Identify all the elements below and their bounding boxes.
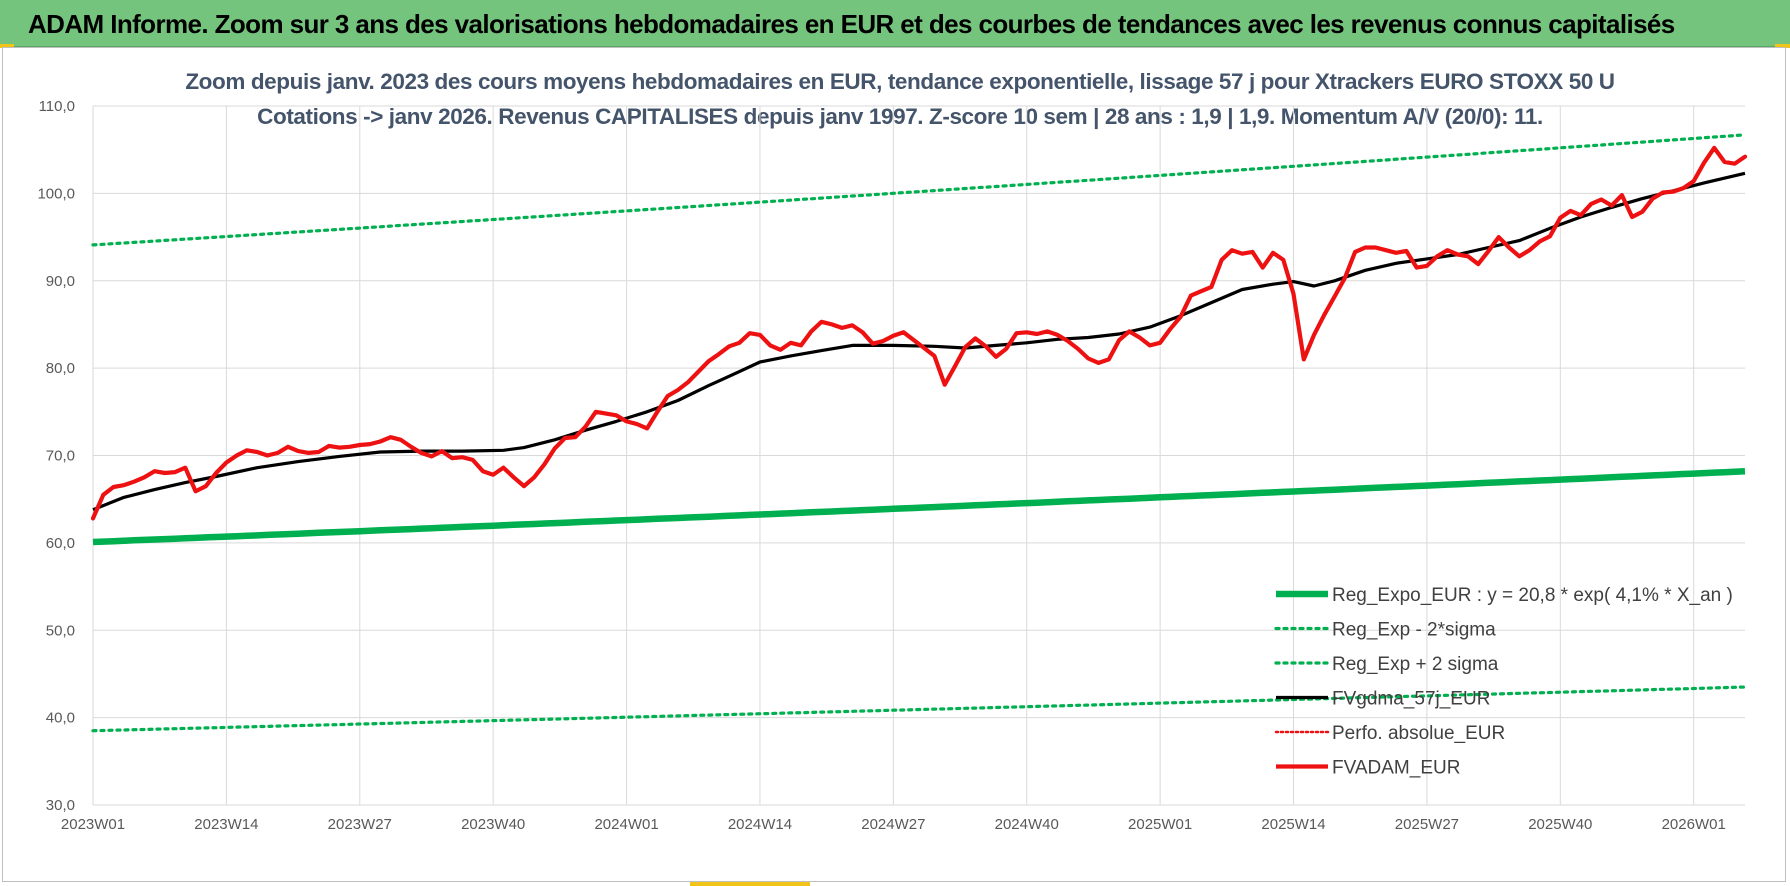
gridlines [92,105,1745,806]
y-tick-label: 80,0 [46,360,75,377]
x-tick-label: 2024W01 [594,816,658,833]
y-tick-label: 90,0 [46,273,75,290]
x-axis-ticks: 2023W01 2023W14 2023W27 2023W40 2024W01 2024W… [61,816,1726,833]
legend-label: Reg_Expo_EUR : y = 20,8 * exp( 4,1% * X_… [1332,585,1733,606]
legend-label: FVADAM_EUR [1332,758,1460,779]
x-tick-label: 2024W27 [861,816,925,833]
accent-marker-bottom [690,882,810,886]
chart-title: Zoom depuis janv. 2023 des cours moyens … [185,69,1614,94]
accent-marker-left [0,44,14,48]
y-axis-ticks: 30,0 40,0 50,0 60,0 70,0 80,0 90,0 100,0 110,0 [37,98,75,814]
y-tick-label: 100,0 [37,185,75,202]
x-tick-label: 2023W27 [328,816,392,833]
series-exp-regression [92,467,1746,546]
series-upper-band [91,133,1747,247]
accent-marker-right [1775,44,1790,48]
legend-label: FVgdma_57j_EUR [1332,689,1490,710]
x-tick-label: 2025W40 [1528,816,1592,833]
x-tick-label: 2025W14 [1261,816,1325,833]
y-tick-label: 110,0 [39,98,75,115]
legend-label: Reg_Exp - 2*sigma [1332,620,1496,641]
x-tick-label: 2025W01 [1128,816,1192,833]
chart-legend: Reg_Expo_EUR : y = 20,8 * exp( 4,1% * X_… [1274,585,1733,779]
chart-subtitle: Cotations -> janv 2026. Revenus CAPITALI… [257,104,1543,129]
y-tick-label: 40,0 [46,710,75,727]
y-tick-label: 70,0 [46,448,75,465]
y-tick-label: 60,0 [46,535,75,552]
series-lower-band [91,685,1747,733]
report-banner: ADAM Informe. Zoom sur 3 ans des valoris… [0,0,1790,47]
series-fvadam [90,145,1748,521]
x-tick-label: 2025W27 [1395,816,1459,833]
data-series [90,133,1748,733]
legend-label: Perfo. absolue_EUR [1332,723,1505,744]
x-tick-label: 2024W14 [728,816,792,833]
chart-frame [2,47,1786,882]
legend-label: Reg_Exp + 2 sigma [1332,654,1499,675]
y-tick-label: 50,0 [46,622,75,639]
x-tick-label: 2026W01 [1662,816,1726,833]
x-tick-label: 2023W14 [194,816,258,833]
x-tick-label: 2024W40 [995,816,1059,833]
report-title: ADAM Informe. Zoom sur 3 ans des valoris… [28,9,1675,39]
y-tick-label: 30,0 [46,797,75,814]
x-tick-label: 2023W01 [61,816,125,833]
x-tick-label: 2023W40 [461,816,525,833]
